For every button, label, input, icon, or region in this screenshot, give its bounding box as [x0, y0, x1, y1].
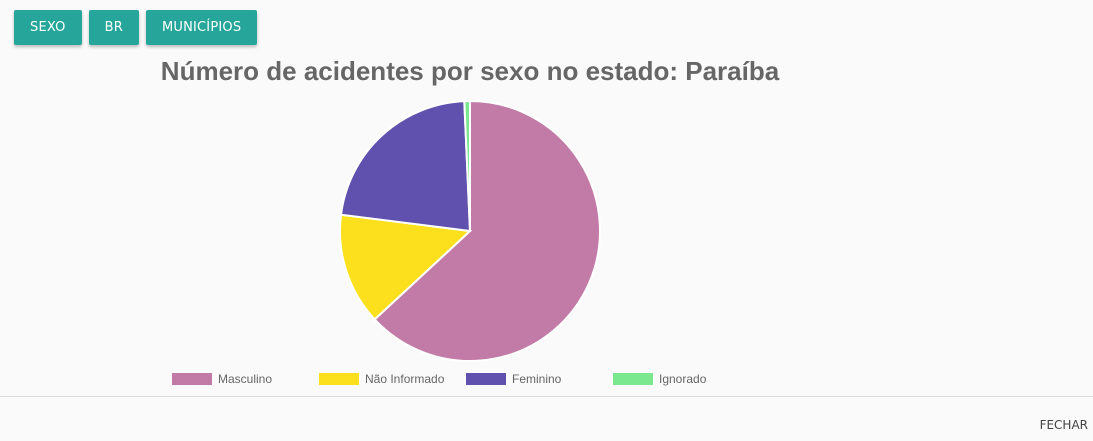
- chart-legend: Masculino Não Informado Feminino Ignorad…: [172, 372, 760, 386]
- legend-swatch-masculino: [172, 373, 212, 385]
- footer-divider: [0, 396, 1093, 397]
- pie-slice-feminino[interactable]: [339, 100, 472, 233]
- pie-slice-n-o-informado[interactable]: [339, 213, 473, 321]
- legend-item-masculino[interactable]: Masculino: [172, 372, 319, 386]
- legend-label-masculino: Masculino: [218, 372, 273, 386]
- legend-swatch-feminino: [466, 373, 506, 385]
- legend-item-nao-informado[interactable]: Não Informado: [319, 372, 466, 386]
- legend-swatch-ignorado: [613, 373, 653, 385]
- legend-label-ignorado: Ignorado: [659, 372, 707, 386]
- legend-swatch-nao-informado: [319, 373, 359, 385]
- pie-slice-ignorado[interactable]: [463, 99, 471, 232]
- legend-label-nao-informado: Não Informado: [365, 372, 445, 386]
- toolbar: SEXO BR MUNICÍPIOS: [14, 10, 258, 45]
- close-button[interactable]: FECHAR: [1039, 418, 1088, 432]
- pie-slice-masculino[interactable]: [373, 99, 601, 362]
- sexo-button[interactable]: SEXO: [14, 10, 82, 45]
- municipios-button[interactable]: MUNICÍPIOS: [145, 10, 258, 45]
- br-button[interactable]: BR: [88, 10, 139, 45]
- chart-title: Número de acidentes por sexo no estado: …: [160, 56, 780, 86]
- legend-item-feminino[interactable]: Feminino: [466, 372, 613, 386]
- legend-label-feminino: Feminino: [512, 372, 562, 386]
- legend-item-ignorado[interactable]: Ignorado: [613, 372, 760, 386]
